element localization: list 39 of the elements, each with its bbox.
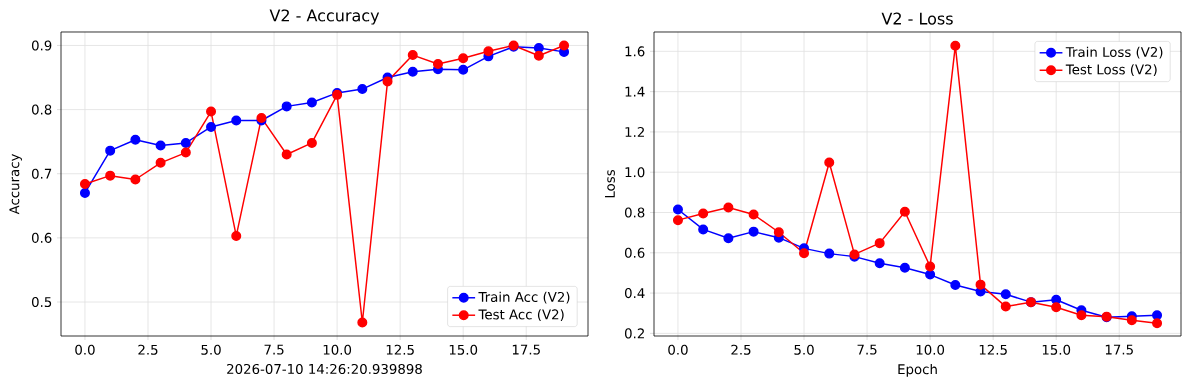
y-tick-label: 0.8: [624, 207, 645, 218]
x-tick-label: 10.0: [323, 344, 352, 355]
y-tick-label: 0.4: [624, 288, 645, 299]
y-tick-label: 1.6: [625, 46, 645, 57]
y-tick-label: 1.4: [625, 86, 645, 97]
x-tick-label: 2.5: [731, 344, 751, 355]
y-tick-label: 0.5: [31, 296, 52, 308]
x-tick-label: 15.0: [1042, 344, 1071, 355]
legend-label: Test Loss (V2): [1065, 64, 1157, 77]
y-axis-title: Accuracy: [9, 153, 22, 215]
x-tick-label: 0.0: [75, 344, 95, 355]
legend-label: Train Acc (V2): [478, 291, 570, 304]
y-tick-label: 0.6: [31, 232, 52, 243]
x-tick-label: 7.5: [264, 344, 284, 355]
x-tick-label: 5.0: [201, 344, 221, 355]
x-tick-label: 15.0: [449, 344, 478, 355]
x-tick-label: 10.0: [916, 344, 945, 355]
y-tick-label: 0.2: [624, 328, 644, 339]
x-axis-title: Epoch: [898, 363, 937, 377]
x-tick-label: 17.5: [1105, 344, 1133, 355]
y-tick-label: 0.6: [624, 247, 645, 258]
y-tick-label: 1.0: [625, 167, 645, 178]
x-tick-label: 0.0: [668, 344, 688, 355]
x-axis-title: 2026-07-10 14:26:20.939898: [227, 363, 422, 375]
x-tick-label: 12.5: [979, 344, 1007, 355]
x-tick-label: 17.5: [512, 344, 540, 355]
y-tick-label: 0.7: [31, 168, 52, 179]
x-tick-label: 12.5: [386, 344, 414, 355]
y-tick-label: 1.2: [625, 126, 644, 137]
legend-label: Test Acc (V2): [478, 309, 564, 322]
legend-label: Train Loss (V2): [1065, 46, 1163, 59]
y-tick-label: 0.9: [31, 40, 52, 51]
y-axis-title: Loss: [605, 170, 615, 198]
chart-title: V2 - Accuracy: [269, 9, 380, 25]
x-tick-label: 2.5: [138, 344, 158, 355]
chart-title: V2 - Loss: [881, 12, 953, 25]
y-tick-label: 0.8: [31, 104, 52, 115]
x-tick-label: 7.5: [857, 344, 877, 355]
x-tick-label: 5.0: [794, 344, 814, 355]
